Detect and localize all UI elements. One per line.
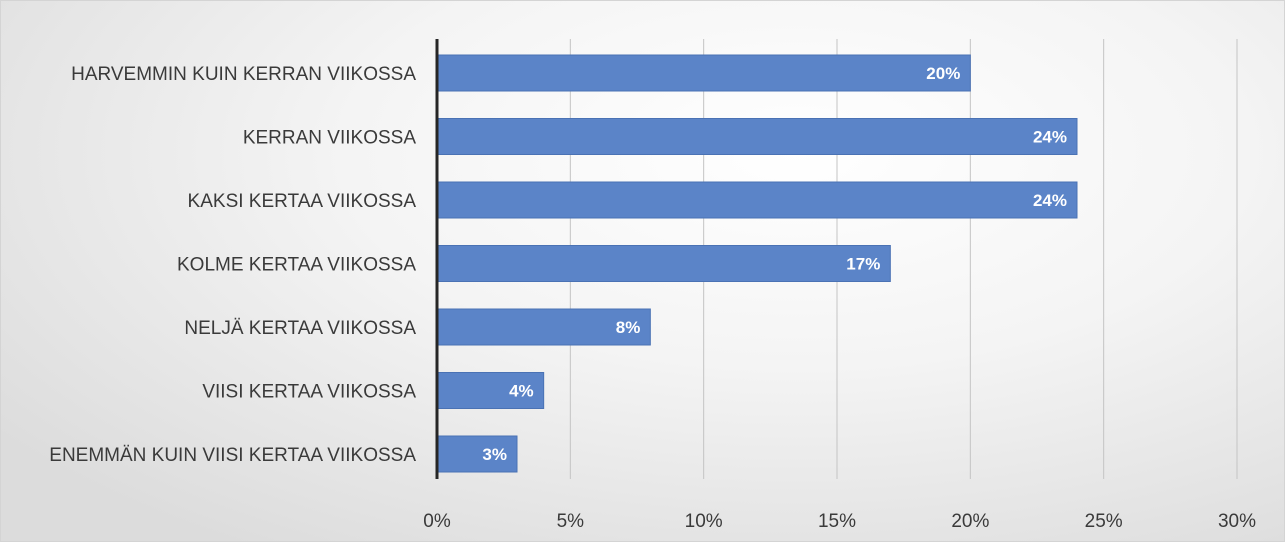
bar — [436, 181, 1078, 219]
data-label: 20% — [926, 64, 960, 83]
category-label: NELJÄ KERTAA VIIKOSSA — [184, 318, 416, 339]
x-tick-label: 10% — [685, 511, 723, 532]
category-label: ENEMMÄN KUIN VIISI KERTAA VIIKOSSA — [49, 445, 416, 466]
bar — [436, 245, 891, 282]
category-label: KAKSI KERTAA VIIKOSSA — [188, 191, 417, 212]
bar — [436, 118, 1078, 155]
bar — [436, 308, 651, 346]
bar — [436, 54, 971, 92]
bar — [436, 435, 518, 473]
data-label: 4% — [509, 382, 534, 401]
category-label: KERRAN VIIKOSSA — [243, 128, 416, 149]
x-tick-label: 5% — [557, 511, 585, 532]
x-tick-label: 20% — [951, 511, 989, 532]
category-label: VIISI KERTAA VIIKOSSA — [202, 382, 416, 403]
x-tick-label: 0% — [423, 511, 451, 532]
data-label: 3% — [482, 445, 507, 464]
data-label: 8% — [616, 318, 641, 337]
category-label: KOLME KERTAA VIIKOSSA — [177, 255, 416, 276]
data-label: 24% — [1033, 128, 1067, 147]
data-label: 17% — [846, 255, 880, 274]
x-tick-label: 25% — [1085, 511, 1123, 532]
data-label: 24% — [1033, 191, 1067, 210]
x-tick-label: 30% — [1218, 511, 1256, 532]
category-label: HARVEMMIN KUIN KERRAN VIIKOSSA — [71, 64, 416, 85]
x-tick-label: 15% — [818, 511, 856, 532]
